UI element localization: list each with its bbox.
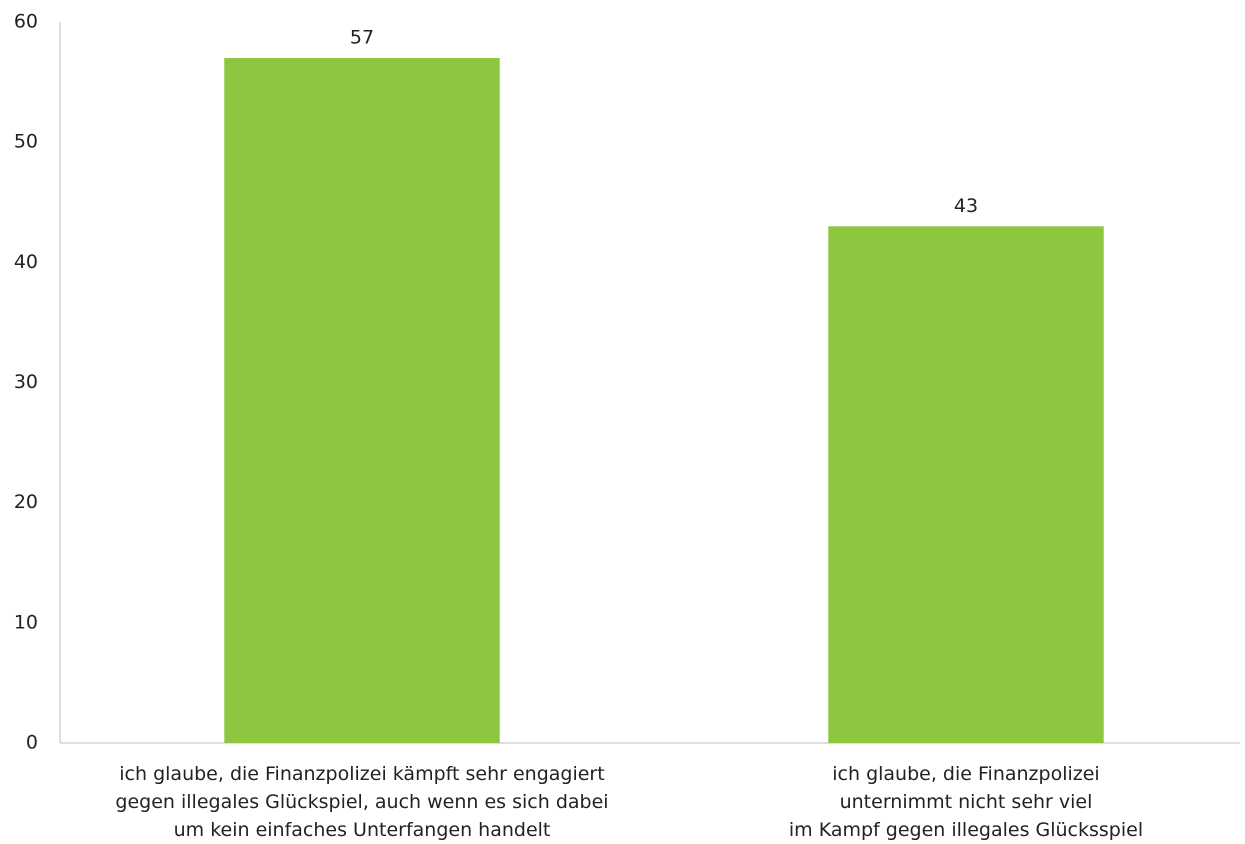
y-tick-label: 50 [14, 131, 38, 153]
x-tick-label: ich glaube, die Finanzpolizei unternimmt… [788, 763, 1144, 841]
y-tick-label: 40 [14, 251, 38, 273]
y-tick-label: 30 [14, 371, 38, 393]
bar [224, 58, 500, 744]
y-tick-label: 60 [14, 11, 38, 33]
y-tick-label: 0 [26, 732, 38, 754]
data-label: 43 [954, 195, 978, 217]
y-tick-label: 20 [14, 491, 38, 513]
bar [828, 226, 1104, 744]
data-label: 57 [350, 27, 374, 49]
y-tick-label: 10 [14, 611, 38, 633]
x-tick-label: ich glaube, die Finanzpolizei kämpft seh… [115, 763, 609, 841]
